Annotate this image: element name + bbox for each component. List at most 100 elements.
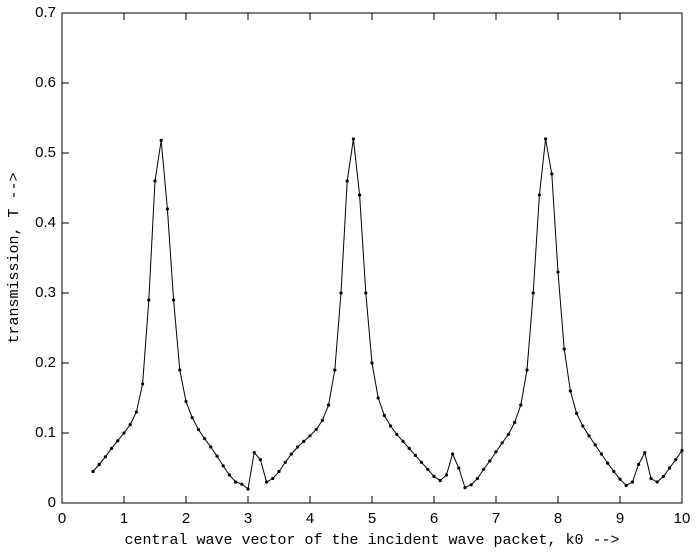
data-point — [141, 382, 145, 386]
data-point — [457, 466, 461, 470]
data-point — [649, 476, 653, 481]
data-point — [438, 479, 442, 483]
data-point — [624, 483, 628, 488]
y-tick-label: 0.5 — [35, 144, 56, 161]
data-point — [432, 474, 436, 478]
data-point — [116, 439, 120, 443]
data-point — [494, 450, 498, 454]
data-line — [92, 138, 683, 490]
data-point — [637, 462, 641, 467]
y-tick-label: 0.2 — [35, 354, 56, 371]
data-point — [469, 483, 473, 487]
data-point — [661, 474, 666, 478]
data-point — [531, 291, 535, 295]
data-point — [252, 451, 256, 455]
data-point — [240, 482, 244, 486]
data-point — [314, 427, 318, 432]
data-point — [606, 461, 610, 465]
data-point — [227, 473, 231, 477]
y-tick-label: 0 — [48, 494, 56, 511]
data-point — [488, 459, 492, 463]
data-point — [172, 298, 176, 302]
data-point — [475, 476, 479, 481]
data-point — [159, 138, 163, 142]
data-point — [345, 179, 349, 183]
data-point — [593, 443, 597, 447]
x-tick-label: 0 — [58, 510, 66, 527]
x-tick-label: 5 — [368, 510, 376, 527]
data-point — [203, 437, 207, 441]
data-point — [302, 439, 306, 443]
data-point — [283, 460, 287, 464]
data-point — [184, 399, 188, 404]
data-point — [91, 469, 95, 474]
data-point — [122, 431, 126, 435]
data-point — [364, 291, 368, 295]
data-point — [234, 480, 238, 484]
data-point — [519, 403, 523, 407]
data-point — [147, 298, 151, 302]
data-point — [581, 424, 585, 428]
x-tick-label: 6 — [430, 510, 438, 527]
data-point — [97, 462, 101, 467]
data-point — [215, 454, 219, 458]
data-point — [444, 473, 448, 477]
x-tick-label: 8 — [554, 510, 562, 527]
data-point — [599, 452, 604, 456]
data-point — [196, 427, 200, 432]
data-point — [351, 137, 355, 141]
data-point — [308, 434, 312, 438]
data-point — [674, 458, 678, 462]
x-tick-label: 7 — [492, 510, 500, 527]
data-point — [320, 418, 324, 422]
data-point — [618, 477, 622, 481]
data-point — [401, 439, 405, 443]
y-tick-label: 0.3 — [35, 284, 56, 301]
data-point — [482, 467, 486, 471]
data-point — [277, 469, 281, 474]
data-point — [655, 480, 659, 484]
data-point — [587, 434, 591, 438]
x-tick-label: 10 — [674, 510, 691, 527]
data-point — [370, 361, 374, 365]
data-point — [246, 487, 250, 491]
data-point — [209, 445, 213, 449]
data-point — [103, 455, 107, 459]
y-axis-label: transmission, T --> — [6, 172, 23, 343]
data-point — [289, 452, 293, 456]
data-point — [110, 446, 114, 450]
data-point — [463, 486, 467, 490]
data-point — [556, 270, 560, 274]
data-point — [296, 445, 300, 449]
data-point — [165, 207, 169, 211]
x-tick-label: 4 — [306, 510, 314, 527]
data-point — [612, 469, 616, 474]
data-point — [568, 389, 573, 393]
data-point — [221, 464, 225, 468]
data-point — [376, 396, 380, 400]
data-point — [178, 368, 182, 372]
data-point — [407, 446, 411, 450]
x-tick-label: 2 — [182, 510, 190, 527]
data-point — [562, 347, 566, 351]
data-point — [327, 403, 331, 407]
data-point — [271, 476, 275, 481]
data-point — [395, 432, 399, 436]
data-point — [413, 453, 417, 457]
data-point — [630, 480, 635, 484]
data-point — [525, 368, 529, 372]
data-point — [537, 193, 542, 197]
data-point — [339, 291, 343, 295]
plot-frame — [61, 12, 683, 504]
data-point — [420, 460, 424, 464]
data-point — [333, 368, 337, 372]
y-tick-label: 0.6 — [35, 74, 56, 91]
data-point — [506, 432, 510, 436]
x-tick-label: 9 — [616, 510, 624, 527]
data-point — [134, 410, 138, 414]
data-point — [550, 172, 554, 176]
data-point — [265, 480, 269, 484]
data-point — [575, 411, 579, 415]
data-point — [500, 441, 504, 445]
